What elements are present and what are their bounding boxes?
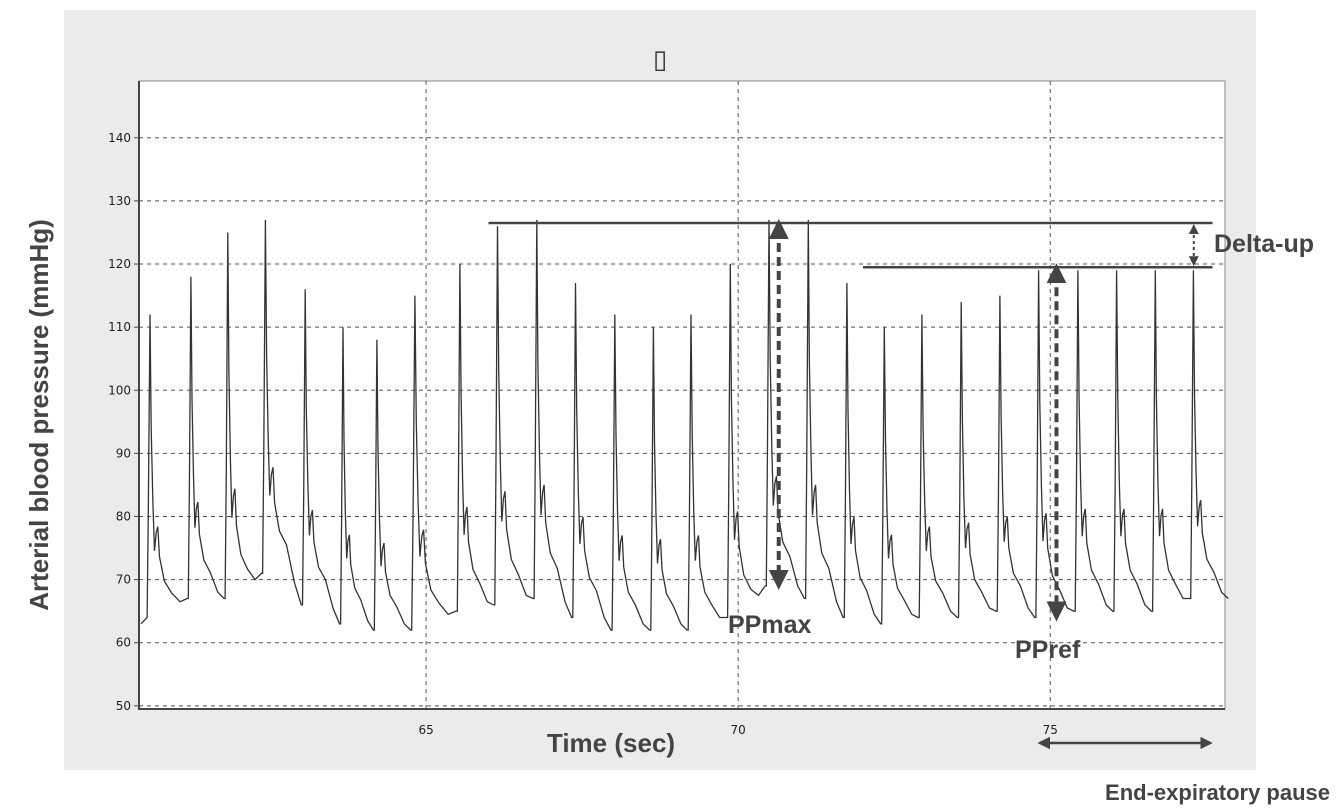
y-tick-label-90: 90: [116, 446, 131, 460]
plot-frame-axes: [138, 81, 1225, 710]
y-tick-label-140: 140: [108, 131, 131, 145]
y-tick-label-70: 70: [116, 573, 131, 587]
y-axis-title: Arterial blood pressure (mmHg): [24, 219, 54, 611]
y-tick-label-110: 110: [108, 320, 131, 334]
waveform-line: [140, 219, 1229, 631]
x-tick-label-70: 70: [731, 723, 746, 737]
y-tick-label-130: 130: [108, 194, 131, 208]
end-expiratory-pause-label: End-expiratory pause: [1105, 780, 1330, 805]
y-tick-label-100: 100: [108, 383, 131, 397]
y-tick-label-50: 50: [116, 699, 131, 713]
y-tick-label-80: 80: [116, 509, 131, 523]
y-tick-label-120: 120: [108, 257, 131, 271]
tick-labels: 50 60 70 80 90 100 110 120 130 140 65 70 75: [108, 131, 1058, 737]
x-tick-label-75: 75: [1043, 723, 1058, 737]
x-axis-title: Time (sec): [547, 728, 675, 758]
chart-title: ▯: [653, 45, 667, 75]
grid-lines: [139, 81, 1225, 709]
waveform-series: [140, 219, 1229, 631]
ppmax-label: PPmax: [728, 611, 811, 639]
plot-area: [138, 80, 1226, 710]
x-tick-label-65: 65: [418, 723, 433, 737]
delta-up-label: Delta-up: [1214, 230, 1314, 258]
y-tick-label-60: 60: [116, 636, 131, 650]
ppref-label: PPref: [1015, 636, 1081, 664]
annotations: [488, 219, 1213, 750]
